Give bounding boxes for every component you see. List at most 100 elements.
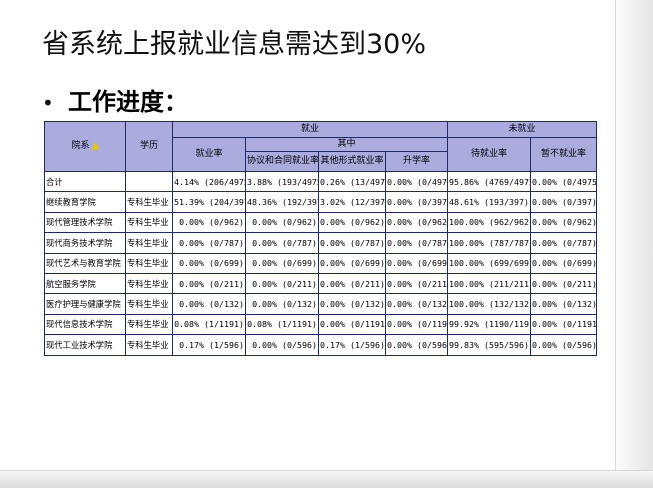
agreement-rate-header: 协议和合同就业率 (245, 151, 319, 172)
education-cell: 专科生毕业 (125, 334, 173, 356)
agreement-rate-cell: 0.00% (0/962) (245, 211, 319, 234)
college-cell: 现代信息技术学院 (44, 313, 126, 336)
defer-rate-cell: 0.00% (0/132) (530, 293, 598, 315)
other-rate-cell: 3.02% (12/397) (318, 191, 386, 213)
college-cell: 现代艺术与教育学院 (44, 252, 126, 274)
employment-rate-cell: 0.00% (0/132) (172, 293, 246, 315)
table-row: 现代艺术与教育学院 专科生毕业 0.00% (0/699) 0.00% (0/6… (44, 252, 598, 274)
slide-title: 省系统上报就业信息需达到30% (42, 29, 427, 60)
education-cell (125, 170, 173, 193)
education-cell: 专科生毕业 (125, 313, 173, 336)
college-cell: 医疗护理与健康学院 (44, 293, 126, 315)
further-study-rate-cell: 0.00% (0/211) (384, 272, 449, 295)
college-cell: 现代管理技术学院 (44, 211, 126, 234)
defer-rate-cell: 0.00% (0/397) (530, 191, 598, 213)
agreement-rate-cell: 3.88% (193/4975) (245, 170, 319, 193)
further-study-rate-cell: 0.00% (0/962) (384, 211, 449, 234)
pending-rate-cell: 95.86% (4769/4975) (447, 170, 532, 193)
table-row: 医疗护理与健康学院 专科生毕业 0.00% (0/132) 0.00% (0/1… (44, 293, 598, 315)
table-row: 现代工业技术学院 专科生毕业 0.17% (1/596) 0.00% (0/59… (44, 334, 598, 356)
agreement-rate-cell: 0.00% (0/699) (245, 252, 319, 274)
defer-rate-header: 暂不就业率 (530, 137, 598, 172)
defer-rate-cell: 0.00% (0/4975) (530, 170, 598, 193)
pending-rate-header: 待就业率 (447, 137, 532, 172)
employment-rate-cell: 51.39% (204/397) (172, 191, 246, 213)
sort-ascending-icon[interactable] (90, 142, 99, 149)
pending-rate-cell: 100.00% (962/962) (447, 211, 532, 234)
pending-rate-cell: 99.92% (1190/1191) (447, 313, 532, 336)
agreement-rate-cell: 48.36% (192/397) (245, 191, 319, 213)
pending-rate-cell: 100.00% (132/132) (447, 293, 532, 315)
other-rate-cell: 0.00% (0/211) (318, 272, 386, 295)
other-rate-header: 其他形式就业率 (318, 151, 386, 172)
pending-rate-cell: 100.00% (699/699) (447, 252, 532, 274)
not-employed-group-header: 未就业 (447, 121, 598, 138)
further-study-rate-cell: 0.00% (0/787) (384, 232, 449, 254)
college-column-header[interactable]: 院系 (44, 121, 126, 172)
bullet-icon: • (42, 91, 54, 115)
employment-rate-cell: 0.00% (0/962) (172, 211, 246, 234)
further-study-rate-header: 升学率 (384, 151, 449, 172)
defer-rate-cell: 0.00% (0/962) (530, 211, 598, 234)
agreement-rate-cell: 0.00% (0/787) (245, 232, 319, 254)
agreement-rate-cell: 0.00% (0/132) (245, 293, 319, 315)
agreement-rate-cell: 0.08% (1/1191) (245, 313, 319, 336)
other-rate-cell: 0.00% (0/132) (318, 293, 386, 315)
table-row: 现代商务技术学院 专科生毕业 0.00% (0/787) 0.00% (0/78… (44, 232, 598, 254)
agreement-rate-cell: 0.00% (0/596) (245, 334, 319, 356)
bullet-line: • 工作进度： (42, 82, 188, 117)
education-cell: 专科生毕业 (125, 252, 173, 274)
further-study-rate-cell: 0.00% (0/596) (384, 334, 449, 356)
further-study-rate-cell: 0.00% (0/1191) (384, 313, 449, 336)
college-cell: 现代商务技术学院 (44, 232, 126, 254)
education-cell: 专科生毕业 (125, 293, 173, 315)
employment-rate-cell: 0.00% (0/211) (172, 272, 246, 295)
pending-rate-cell: 100.00% (211/211) (447, 272, 532, 295)
defer-rate-cell: 0.00% (0/699) (530, 252, 598, 274)
further-study-rate-cell: 0.00% (0/397) (384, 191, 449, 213)
employed-group-header: 就业 (171, 121, 449, 138)
education-cell: 专科生毕业 (125, 232, 173, 254)
college-cell: 现代工业技术学院 (44, 334, 126, 356)
employment-rate-cell: 0.17% (1/596) (172, 334, 246, 356)
defer-rate-cell: 0.00% (0/211) (530, 272, 598, 295)
defer-rate-cell: 0.00% (0/787) (530, 232, 598, 254)
other-rate-cell: 0.17% (1/596) (318, 334, 386, 356)
employment-table: 院系 学历 就业 未就业 就业率 其中 待就业率 暂不就业率 协议和合同就业率 … (44, 121, 598, 356)
education-cell: 专科生毕业 (125, 272, 173, 295)
table-row: 现代信息技术学院 专科生毕业 0.08% (1/1191) 0.08% (1/1… (44, 313, 598, 336)
table-row: 航空服务学院 专科生毕业 0.00% (0/211) 0.00% (0/211)… (44, 272, 598, 295)
other-rate-cell: 0.00% (0/1191) (318, 313, 386, 336)
employment-rate-header: 就业率 (172, 137, 246, 172)
pending-rate-cell: 48.61% (193/397) (447, 191, 532, 213)
other-rate-cell: 0.00% (0/699) (318, 252, 386, 274)
defer-rate-cell: 0.00% (0/596) (530, 334, 598, 356)
bullet-text: 工作进度： (68, 87, 188, 116)
table-row: 合计 4.14% (206/4975) 3.88% (193/4975) 0.2… (44, 170, 598, 193)
other-rate-cell: 0.00% (0/962) (318, 211, 386, 234)
other-rate-cell: 0.26% (13/4975) (318, 170, 386, 193)
college-cell: 合计 (44, 170, 126, 193)
further-study-rate-cell: 0.00% (0/132) (384, 293, 449, 315)
college-cell: 继续教育学院 (44, 191, 126, 213)
of-which-header: 其中 (244, 137, 449, 152)
table-row: 继续教育学院 专科生毕业 51.39% (204/397) 48.36% (19… (44, 191, 598, 213)
agreement-rate-cell: 0.00% (0/211) (245, 272, 319, 295)
employment-rate-cell: 0.00% (0/699) (172, 252, 246, 274)
education-cell: 专科生毕业 (125, 211, 173, 234)
pending-rate-cell: 99.83% (595/596) (447, 334, 532, 356)
slide-frame-bottom (0, 470, 653, 488)
table-row: 现代管理技术学院 专科生毕业 0.00% (0/962) 0.00% (0/96… (44, 211, 598, 234)
education-cell: 专科生毕业 (125, 191, 173, 213)
further-study-rate-cell: 0.00% (0/699) (384, 252, 449, 274)
other-rate-cell: 0.00% (0/787) (318, 232, 386, 254)
defer-rate-cell: 0.00% (0/1191) (530, 313, 598, 336)
employment-rate-cell: 4.14% (206/4975) (172, 170, 246, 193)
college-header-label: 院系 (71, 141, 90, 151)
employment-rate-cell: 0.08% (1/1191) (172, 313, 246, 336)
college-cell: 航空服务学院 (44, 272, 126, 295)
pending-rate-cell: 100.00% (787/787) (447, 232, 532, 254)
slide-frame-right (615, 0, 653, 487)
education-column-header: 学历 (125, 121, 173, 172)
employment-rate-cell: 0.00% (0/787) (172, 232, 246, 254)
